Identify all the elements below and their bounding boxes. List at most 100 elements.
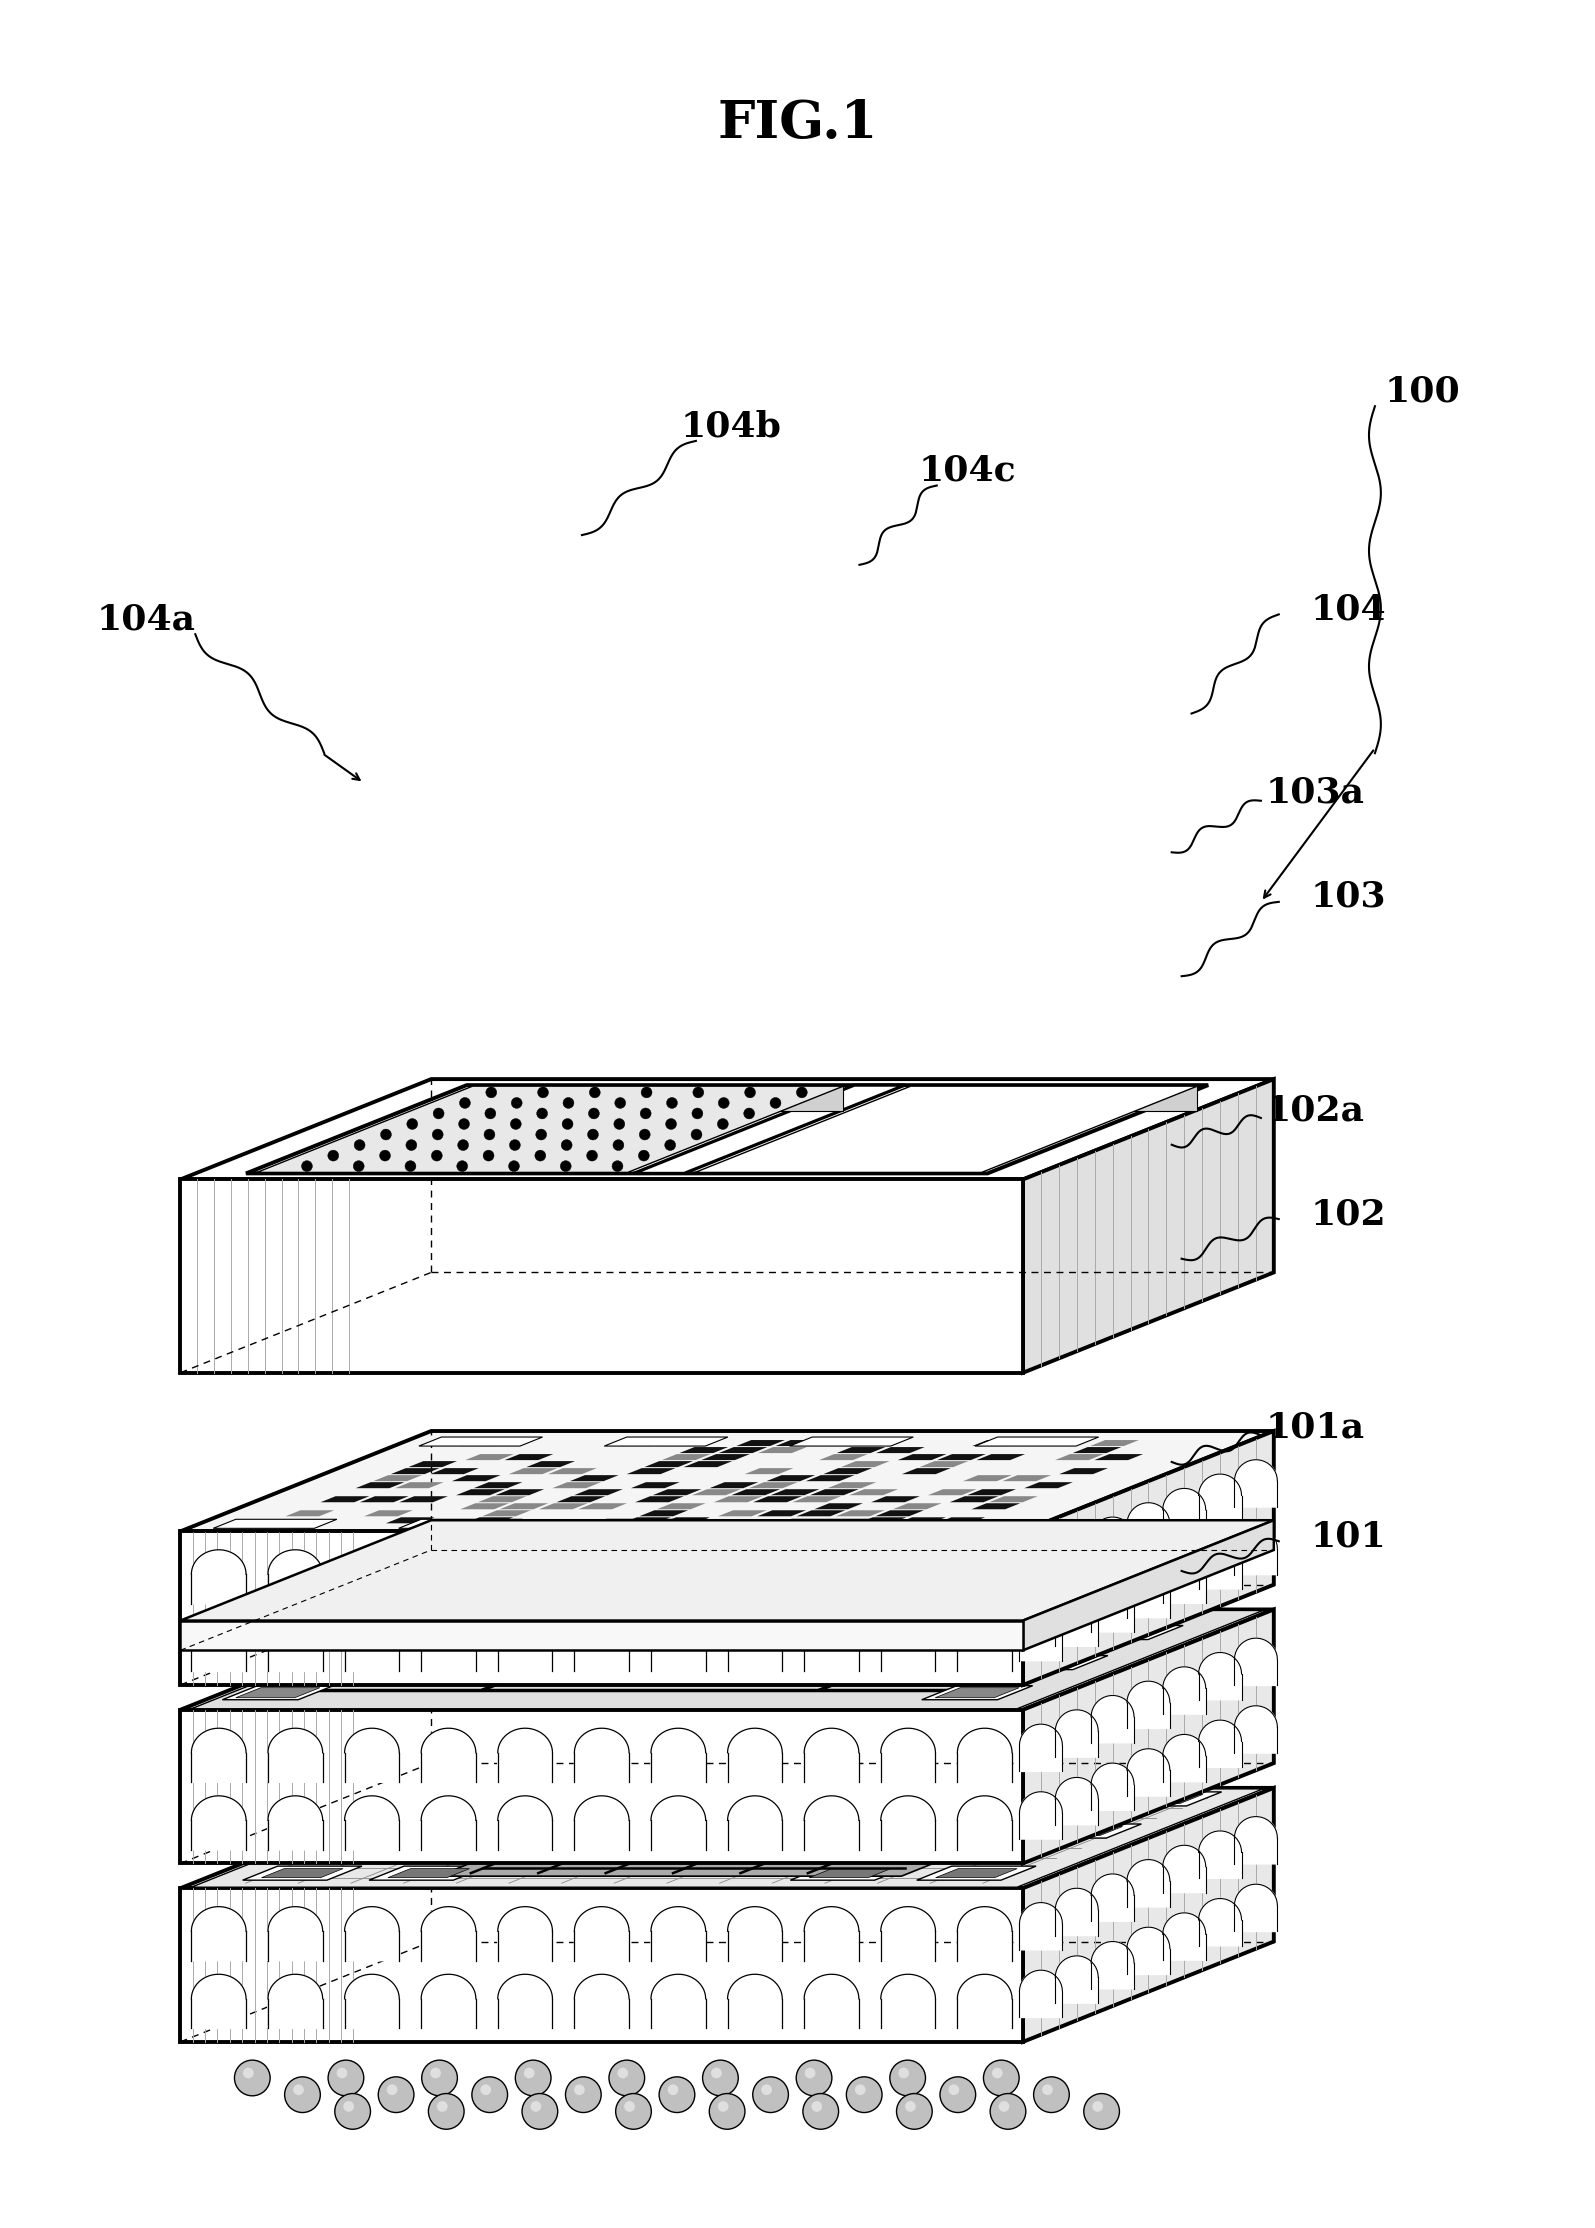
- Circle shape: [1034, 2076, 1069, 2112]
- Polygon shape: [268, 1618, 322, 1671]
- Circle shape: [561, 1118, 573, 1130]
- Polygon shape: [837, 1446, 885, 1453]
- Text: 101a: 101a: [1266, 1410, 1365, 1444]
- Polygon shape: [1235, 1528, 1278, 1575]
- Polygon shape: [268, 1796, 322, 1849]
- Polygon shape: [242, 1867, 362, 1880]
- Text: 102: 102: [1311, 1196, 1386, 1232]
- Polygon shape: [419, 1437, 542, 1446]
- Polygon shape: [917, 1867, 1037, 1880]
- Polygon shape: [1094, 1455, 1144, 1459]
- Polygon shape: [627, 1468, 675, 1475]
- Polygon shape: [1019, 1903, 1062, 1950]
- Polygon shape: [1235, 1885, 1278, 1932]
- Circle shape: [665, 1139, 676, 1150]
- Polygon shape: [911, 1085, 1198, 1112]
- Polygon shape: [957, 1729, 1013, 1782]
- Polygon shape: [732, 1488, 780, 1495]
- Polygon shape: [191, 1907, 246, 1961]
- Polygon shape: [1056, 1889, 1099, 1936]
- Circle shape: [538, 1087, 549, 1098]
- Circle shape: [337, 2068, 348, 2079]
- Polygon shape: [391, 1468, 440, 1475]
- Circle shape: [531, 2101, 541, 2112]
- Polygon shape: [1086, 1626, 1169, 1638]
- Polygon shape: [919, 1462, 968, 1466]
- Circle shape: [329, 2061, 364, 2097]
- Polygon shape: [1056, 1956, 1099, 2003]
- Polygon shape: [1072, 1626, 1183, 1640]
- Polygon shape: [995, 1794, 1077, 1802]
- Polygon shape: [880, 1974, 936, 2027]
- Polygon shape: [727, 1907, 782, 1961]
- Circle shape: [609, 2061, 644, 2097]
- Circle shape: [561, 1139, 573, 1150]
- Polygon shape: [820, 1455, 868, 1459]
- Polygon shape: [421, 1618, 475, 1671]
- Text: 104c: 104c: [919, 455, 1016, 488]
- Polygon shape: [898, 1455, 946, 1459]
- Polygon shape: [431, 1468, 478, 1475]
- Circle shape: [812, 2101, 821, 2112]
- Circle shape: [589, 1107, 600, 1118]
- Polygon shape: [345, 1729, 399, 1782]
- Polygon shape: [574, 1974, 628, 2027]
- Polygon shape: [496, 1488, 544, 1495]
- Polygon shape: [345, 1907, 399, 1961]
- Circle shape: [796, 2061, 833, 2097]
- Circle shape: [614, 1098, 625, 1107]
- Polygon shape: [893, 1504, 941, 1508]
- Polygon shape: [421, 1796, 475, 1849]
- Polygon shape: [482, 1511, 531, 1517]
- Polygon shape: [727, 1729, 782, 1782]
- Circle shape: [293, 2085, 305, 2094]
- Polygon shape: [1056, 1600, 1099, 1646]
- Polygon shape: [180, 1887, 1022, 2041]
- Polygon shape: [396, 1482, 443, 1488]
- Polygon shape: [753, 1497, 802, 1502]
- Polygon shape: [949, 1497, 998, 1502]
- Polygon shape: [1235, 1638, 1278, 1684]
- Circle shape: [459, 1098, 471, 1107]
- Polygon shape: [804, 1974, 858, 2027]
- Polygon shape: [1091, 1762, 1134, 1811]
- Polygon shape: [1163, 1733, 1206, 1782]
- Polygon shape: [651, 1551, 705, 1604]
- Polygon shape: [651, 1618, 705, 1671]
- Circle shape: [354, 1139, 365, 1150]
- Polygon shape: [997, 1655, 1109, 1669]
- Polygon shape: [345, 1796, 399, 1849]
- Circle shape: [761, 2085, 772, 2094]
- Polygon shape: [657, 1504, 705, 1508]
- Polygon shape: [456, 1488, 506, 1495]
- Polygon shape: [373, 1475, 423, 1482]
- Polygon shape: [569, 1475, 619, 1482]
- Polygon shape: [809, 1869, 890, 1878]
- Polygon shape: [262, 1869, 343, 1878]
- Polygon shape: [191, 1729, 246, 1782]
- Polygon shape: [880, 1618, 936, 1671]
- Polygon shape: [478, 1497, 526, 1502]
- Circle shape: [743, 1107, 754, 1118]
- Circle shape: [536, 1130, 547, 1141]
- Text: 102a: 102a: [1266, 1094, 1365, 1127]
- Polygon shape: [769, 1519, 893, 1528]
- Circle shape: [509, 1139, 520, 1150]
- Polygon shape: [1163, 1914, 1206, 1961]
- Polygon shape: [386, 1517, 434, 1524]
- Polygon shape: [246, 1085, 1207, 1174]
- Polygon shape: [464, 1517, 514, 1524]
- Polygon shape: [635, 1497, 684, 1502]
- Polygon shape: [1163, 1845, 1206, 1892]
- Circle shape: [536, 1107, 547, 1118]
- Polygon shape: [499, 1504, 549, 1508]
- Polygon shape: [399, 1497, 448, 1502]
- Circle shape: [745, 1087, 756, 1098]
- Circle shape: [431, 1150, 442, 1161]
- Circle shape: [939, 2076, 976, 2112]
- Polygon shape: [1002, 1475, 1051, 1482]
- Polygon shape: [1128, 1749, 1169, 1796]
- Polygon shape: [836, 1511, 885, 1517]
- Circle shape: [617, 2068, 628, 2079]
- Circle shape: [718, 1118, 729, 1130]
